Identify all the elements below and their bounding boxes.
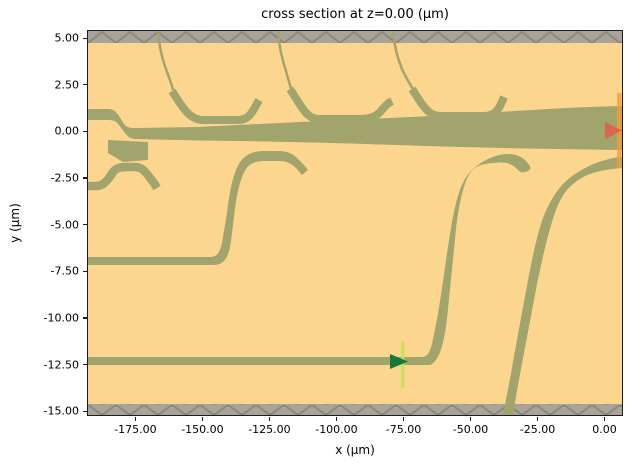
x-tick-mark bbox=[268, 417, 271, 421]
y-tick-mark bbox=[83, 270, 87, 272]
y-tick-label: -7.50 bbox=[50, 264, 79, 278]
y-tick-label: -12.50 bbox=[43, 358, 79, 372]
x-tick-label: -75.00 bbox=[385, 423, 422, 436]
x-tick-mark bbox=[335, 417, 338, 421]
port-arrow bbox=[605, 122, 622, 139]
instance-line bbox=[401, 341, 405, 388]
layer-shapes bbox=[88, 31, 622, 415]
right-riser-assembly bbox=[503, 157, 622, 415]
y-tick-label: 0.00 bbox=[54, 124, 80, 138]
x-tick-label: 0.00 bbox=[592, 423, 617, 436]
left-wave-band bbox=[88, 162, 161, 191]
y-tick-label: -2.50 bbox=[50, 171, 79, 185]
feeder-line-2 bbox=[276, 31, 293, 90]
x-tick-label: -100.00 bbox=[315, 423, 358, 436]
chart-title: cross section at z=0.00 (μm) bbox=[261, 7, 449, 22]
y-tick-mark bbox=[83, 84, 87, 86]
x-tick-mark bbox=[134, 417, 136, 421]
y-tick-mark bbox=[83, 224, 87, 226]
y-axis-label: y (μm) bbox=[8, 203, 22, 243]
shallow-trough-band-2 bbox=[286, 86, 394, 123]
x-tick-mark bbox=[201, 417, 204, 421]
x-tick-mark bbox=[536, 417, 539, 421]
y-tick-label: 2.50 bbox=[54, 78, 80, 92]
feeder-line-3 bbox=[391, 31, 415, 90]
shallow-trough-band-1 bbox=[168, 88, 263, 124]
plot-area bbox=[87, 30, 623, 416]
y-tick-label: -10.00 bbox=[43, 311, 79, 325]
y-tick-mark bbox=[83, 130, 87, 133]
x-tick-label: -50.00 bbox=[452, 423, 489, 436]
x-tick-label: -175.00 bbox=[114, 423, 157, 436]
y-tick-label: -5.00 bbox=[50, 218, 79, 232]
x-axis-label: x (μm) bbox=[335, 443, 375, 457]
x-tick-mark bbox=[469, 417, 472, 421]
substrate-top-hatch bbox=[88, 31, 622, 43]
cross-section-canvas bbox=[88, 31, 622, 415]
x-tick-mark bbox=[402, 417, 405, 421]
y-tick-mark bbox=[83, 177, 87, 179]
x-tick-label: -150.00 bbox=[181, 423, 224, 436]
y-tick-mark bbox=[83, 363, 87, 366]
x-tick-label: -25.00 bbox=[519, 423, 556, 436]
y-tick-mark bbox=[83, 410, 87, 412]
y-tick-mark bbox=[83, 317, 87, 319]
x-tick-mark bbox=[603, 417, 606, 421]
main-waveguide-band bbox=[88, 106, 622, 150]
x-tick-label: -125.00 bbox=[248, 423, 291, 436]
left-blob bbox=[108, 140, 148, 162]
instance-arrow bbox=[390, 354, 408, 369]
y-tick-mark bbox=[83, 37, 87, 39]
shallow-trough-band-3 bbox=[408, 86, 508, 120]
y-tick-label: 5.00 bbox=[54, 31, 80, 45]
substrate-bottom-hatch bbox=[88, 404, 622, 415]
y-tick-label: -15.00 bbox=[43, 404, 79, 418]
feeder-line-1 bbox=[156, 31, 175, 91]
